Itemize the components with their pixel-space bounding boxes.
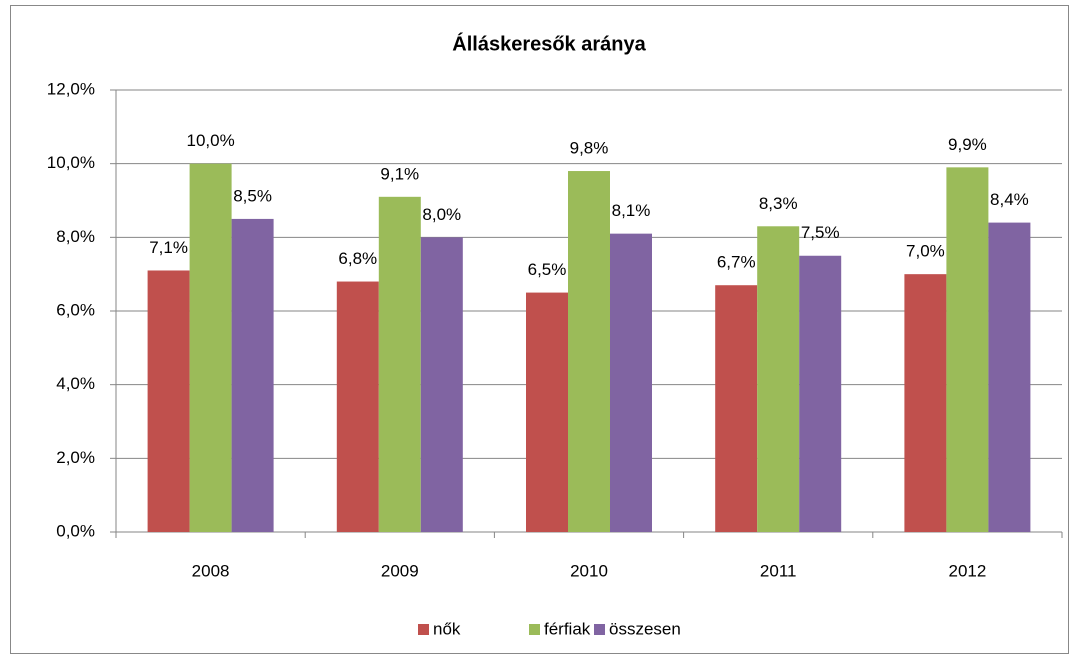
y-tick-label: 4,0%	[56, 374, 95, 393]
data-label: 8,3%	[759, 194, 798, 213]
bar	[526, 292, 568, 532]
x-tick-label: 2010	[570, 561, 608, 580]
bar	[568, 171, 610, 533]
data-label: 6,7%	[717, 253, 756, 272]
chart-title: Álláskeresők aránya	[452, 32, 646, 55]
x-tick-label: 2012	[948, 561, 986, 580]
data-label: 8,0%	[422, 205, 461, 224]
data-label: 7,5%	[801, 223, 840, 242]
legend-swatch	[594, 624, 605, 635]
data-label: 9,9%	[948, 135, 987, 154]
bar	[988, 222, 1031, 532]
bar	[189, 163, 232, 532]
bar	[799, 255, 842, 532]
x-tick-label: 2011	[760, 561, 797, 580]
x-tick-label: 2009	[381, 561, 419, 580]
legend-swatch	[529, 624, 540, 635]
bar	[147, 270, 190, 532]
y-tick-label: 8,0%	[56, 227, 95, 246]
bar	[757, 226, 800, 533]
y-tick-label: 10,0%	[47, 153, 95, 172]
y-tick-label: 6,0%	[56, 300, 95, 319]
data-label: 7,0%	[906, 242, 945, 261]
bar	[231, 218, 274, 532]
x-tick-label: 2008	[192, 561, 230, 580]
bar	[378, 196, 421, 533]
data-label: 10,0%	[186, 131, 234, 150]
data-label: 8,5%	[233, 186, 272, 205]
legend-label: összesen	[609, 619, 681, 638]
y-tick-label: 12,0%	[47, 79, 95, 98]
legend-label: nők	[433, 619, 461, 638]
y-tick-label: 0,0%	[56, 521, 95, 540]
bar	[715, 285, 758, 532]
bar	[904, 274, 947, 532]
data-label: 6,8%	[338, 249, 377, 268]
data-label: 8,4%	[990, 190, 1029, 209]
bar	[336, 281, 379, 532]
data-label: 7,1%	[149, 238, 188, 257]
data-label: 8,1%	[612, 201, 651, 220]
data-label: 9,1%	[380, 164, 419, 183]
bar	[420, 237, 463, 533]
legend-swatch	[418, 624, 429, 635]
data-label: 6,5%	[528, 260, 567, 279]
data-label: 9,8%	[570, 139, 609, 158]
legend-label: férfiak	[544, 619, 591, 638]
bar	[610, 233, 652, 532]
y-tick-label: 2,0%	[56, 448, 95, 467]
bar	[946, 167, 989, 532]
